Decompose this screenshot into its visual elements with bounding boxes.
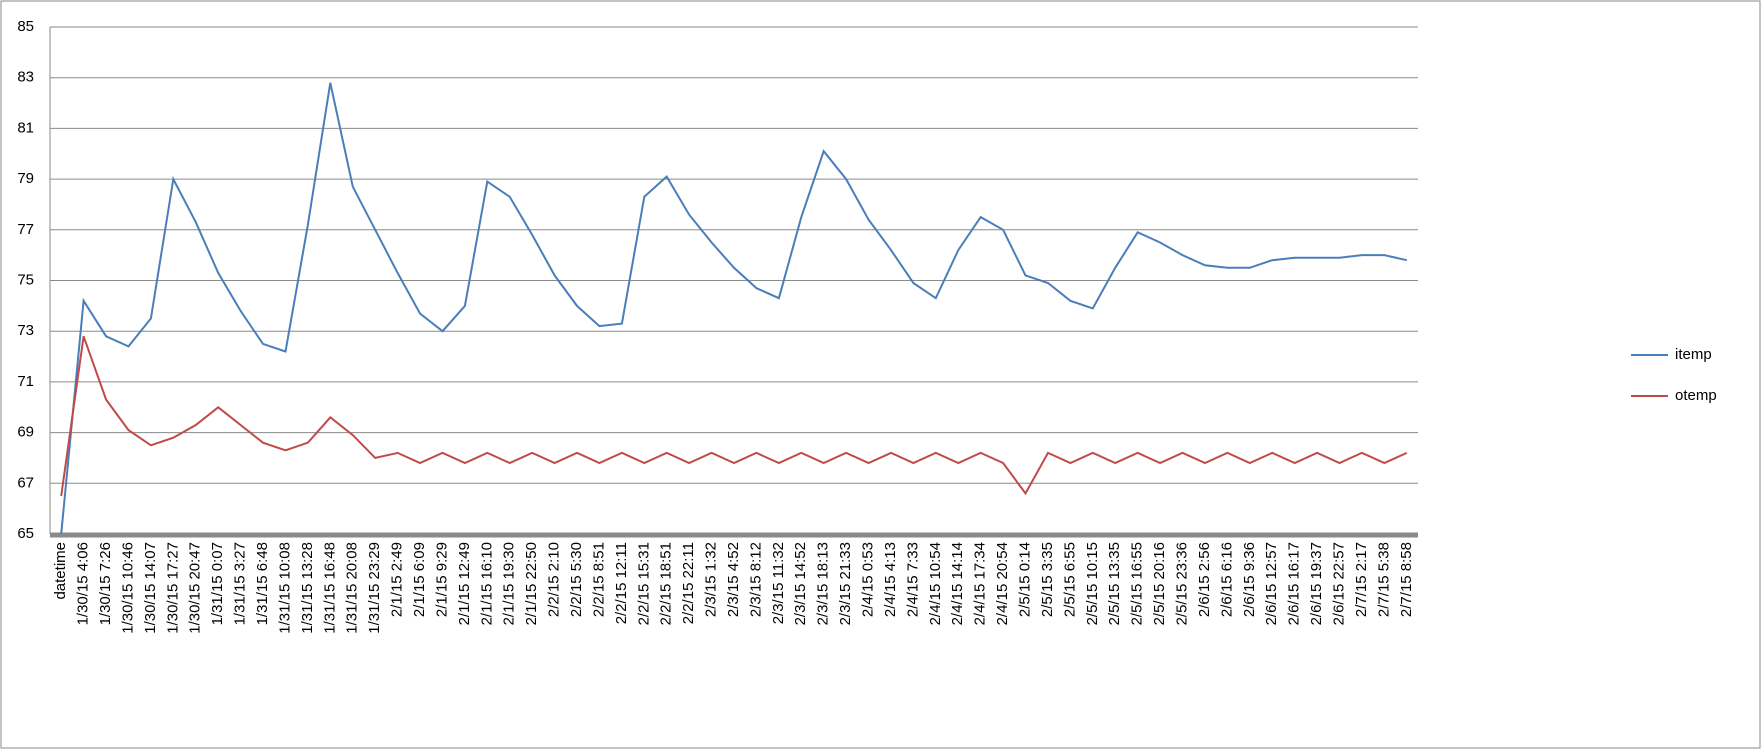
x-tick-label: 2/4/15 20:54 — [994, 542, 1011, 625]
series-line — [60, 335, 1408, 497]
x-tick-label: 1/31/15 16:48 — [321, 542, 338, 634]
x-tick-label: 2/3/15 4:52 — [725, 542, 742, 617]
y-tick-label: 71 — [17, 373, 34, 390]
x-tick-label: 2/2/15 15:31 — [635, 542, 652, 625]
y-tick-label: 67 — [17, 474, 34, 491]
x-tick-label: 2/4/15 14:14 — [949, 542, 966, 625]
x-tick-label: 2/3/15 21:33 — [837, 542, 854, 625]
x-tick-label: 1/30/15 17:27 — [164, 542, 181, 634]
x-tick-label: 2/6/15 16:17 — [1286, 542, 1303, 625]
x-tick-label: 1/31/15 0:07 — [209, 542, 226, 625]
y-tick-label: 77 — [17, 221, 34, 238]
x-tick-label: 2/5/15 20:16 — [1151, 542, 1168, 625]
x-tick-label: 2/2/15 8:51 — [590, 542, 607, 617]
x-tick-label: 1/30/15 20:47 — [187, 542, 204, 634]
y-tick-label: 79 — [17, 170, 34, 187]
x-tick-label: 2/6/15 22:57 — [1330, 542, 1347, 625]
x-tick-label: 1/30/15 10:46 — [119, 542, 136, 634]
legend-label: itemp — [1675, 346, 1712, 363]
y-tick-label: 85 — [17, 18, 34, 35]
x-tick-label: 2/2/15 12:11 — [613, 542, 630, 624]
series-line — [60, 82, 1408, 535]
x-tick-label: 2/5/15 23:36 — [1173, 542, 1190, 625]
x-tick-label: 1/30/15 4:06 — [75, 542, 92, 625]
x-tick-label: 1/31/15 23:29 — [366, 542, 383, 634]
y-tick-label: 81 — [17, 119, 34, 136]
x-tick-label: 2/4/15 17:34 — [972, 542, 989, 625]
x-tick-label: 2/3/15 1:32 — [703, 542, 720, 617]
x-tick-label: 2/1/15 22:50 — [523, 542, 540, 625]
x-tick-label: 1/31/15 10:08 — [276, 542, 293, 634]
x-tick-label: 2/3/15 14:52 — [792, 542, 809, 625]
x-tick-label: 2/1/15 6:09 — [411, 542, 428, 617]
x-tick-label: 2/1/15 19:30 — [501, 542, 518, 625]
y-tick-label: 73 — [17, 322, 34, 339]
x-tick-label: 2/1/15 16:10 — [478, 542, 495, 625]
x-tick-label: 2/2/15 2:10 — [546, 542, 563, 617]
x-tick-label: 1/31/15 13:28 — [299, 542, 316, 634]
x-tick-label: 2/5/15 10:15 — [1084, 542, 1101, 625]
x-tick-label: 1/31/15 3:27 — [232, 542, 249, 625]
x-tick-label: 1/31/15 6:48 — [254, 542, 271, 625]
x-tick-label: 2/5/15 16:55 — [1129, 542, 1146, 625]
x-tick-label: 2/6/15 19:37 — [1308, 542, 1325, 625]
x-tick-label: 2/3/15 8:12 — [747, 542, 764, 617]
x-tick-label: 2/4/15 7:33 — [904, 542, 921, 617]
x-tick-label: 2/3/15 11:32 — [770, 542, 787, 624]
x-tick-label: 2/4/15 4:13 — [882, 542, 899, 617]
x-tick-label: 2/2/15 5:30 — [568, 542, 585, 617]
x-tick-label: 2/7/15 8:58 — [1398, 542, 1415, 617]
y-tick-label: 65 — [17, 525, 34, 542]
x-tick-label: 2/1/15 12:49 — [456, 542, 473, 625]
y-tick-label: 83 — [17, 69, 34, 86]
x-tick-label: 2/6/15 6:16 — [1218, 542, 1235, 617]
x-tick-label: 2/5/15 3:35 — [1039, 542, 1056, 617]
legend-label: otemp — [1675, 387, 1717, 404]
x-tick-label: 2/2/15 18:51 — [658, 542, 675, 625]
x-tick-label: 2/6/15 12:57 — [1263, 542, 1280, 625]
x-tick-label: 2/1/15 2:49 — [389, 542, 406, 617]
x-tick-label: 2/5/15 6:55 — [1061, 542, 1078, 617]
x-tick-label: 2/5/15 0:14 — [1017, 542, 1034, 617]
y-tick-label: 75 — [17, 271, 34, 288]
x-tick-label: datetime — [52, 542, 69, 600]
x-tick-label: 2/6/15 9:36 — [1241, 542, 1258, 617]
x-tick-label: 2/4/15 10:54 — [927, 542, 944, 625]
x-tick-label: 2/3/15 18:13 — [815, 542, 832, 625]
x-tick-label: 2/4/15 0:53 — [860, 542, 877, 617]
x-tick-label: 1/30/15 7:26 — [97, 542, 114, 625]
x-tick-label: 1/30/15 14:07 — [142, 542, 159, 634]
x-tick-label: 2/7/15 5:38 — [1375, 542, 1392, 617]
x-tick-label: 2/1/15 9:29 — [433, 542, 450, 617]
x-tick-label: 2/7/15 2:17 — [1353, 542, 1370, 617]
x-tick-label: 2/2/15 22:11 — [680, 542, 697, 624]
x-tick-label: 2/5/15 13:35 — [1106, 542, 1123, 625]
x-tick-label: 1/31/15 20:08 — [344, 542, 361, 634]
x-tick-label: 2/6/15 2:56 — [1196, 542, 1213, 617]
y-tick-label: 69 — [17, 424, 34, 441]
